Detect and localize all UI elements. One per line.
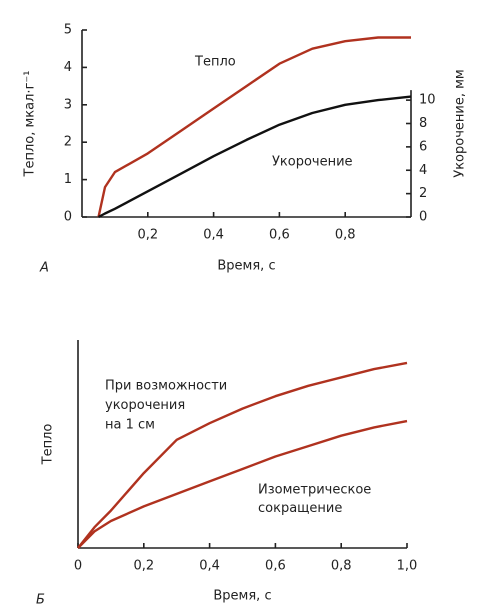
y-tick-label: 0 [64, 210, 72, 225]
annotation: Изометрическое [258, 483, 371, 498]
y-tick-label: 4 [64, 60, 72, 75]
y2-tick-label: 0 [419, 210, 427, 225]
x-tick-label: 0 [74, 559, 82, 574]
series-line [77, 419, 408, 549]
y-tick-label: 2 [64, 135, 72, 150]
x-tick-label: 0,4 [203, 228, 224, 243]
x-tick-label: 0,4 [199, 559, 220, 574]
x-tick-label: 0,6 [265, 559, 286, 574]
annotation: на 1 см [105, 418, 155, 433]
panel-label: А [39, 261, 49, 276]
series-line [97, 95, 412, 219]
x-tick-label: 0,8 [331, 559, 352, 574]
y-axis-label: Тепло, мкал·г⁻¹ [23, 71, 38, 178]
x-axis-label: Время, с [217, 259, 275, 274]
y-tick-label: 1 [64, 172, 72, 187]
series-line [97, 36, 411, 218]
series-label: Укорочение [272, 155, 353, 170]
y2-tick-label: 6 [419, 139, 427, 154]
y-tick-label: 3 [64, 97, 72, 112]
x-tick-label: 0,2 [137, 228, 158, 243]
x-tick-label: 1,0 [397, 559, 418, 574]
y2-tick-label: 10 [419, 93, 436, 108]
x-tick-label: 0,6 [269, 228, 290, 243]
series-label: Тепло [194, 55, 236, 70]
y2-tick-label: 2 [419, 186, 427, 201]
x-tick-label: 0,2 [133, 559, 154, 574]
y-axis-label: Тепло [41, 424, 56, 466]
panel-label: Б [36, 593, 45, 608]
y2-tick-label: 4 [419, 163, 427, 178]
x-tick-label: 0,8 [335, 228, 356, 243]
series-line [77, 361, 408, 549]
annotation: сокращение [258, 501, 342, 516]
y-tick-label: 5 [64, 23, 72, 38]
y2-tick-label: 8 [419, 116, 427, 131]
y2-axis-label: Укорочение, мм [453, 69, 468, 177]
annotation: При возможности [105, 379, 227, 394]
annotation: укорочения [105, 398, 185, 413]
x-axis-label: Время, с [213, 589, 271, 604]
